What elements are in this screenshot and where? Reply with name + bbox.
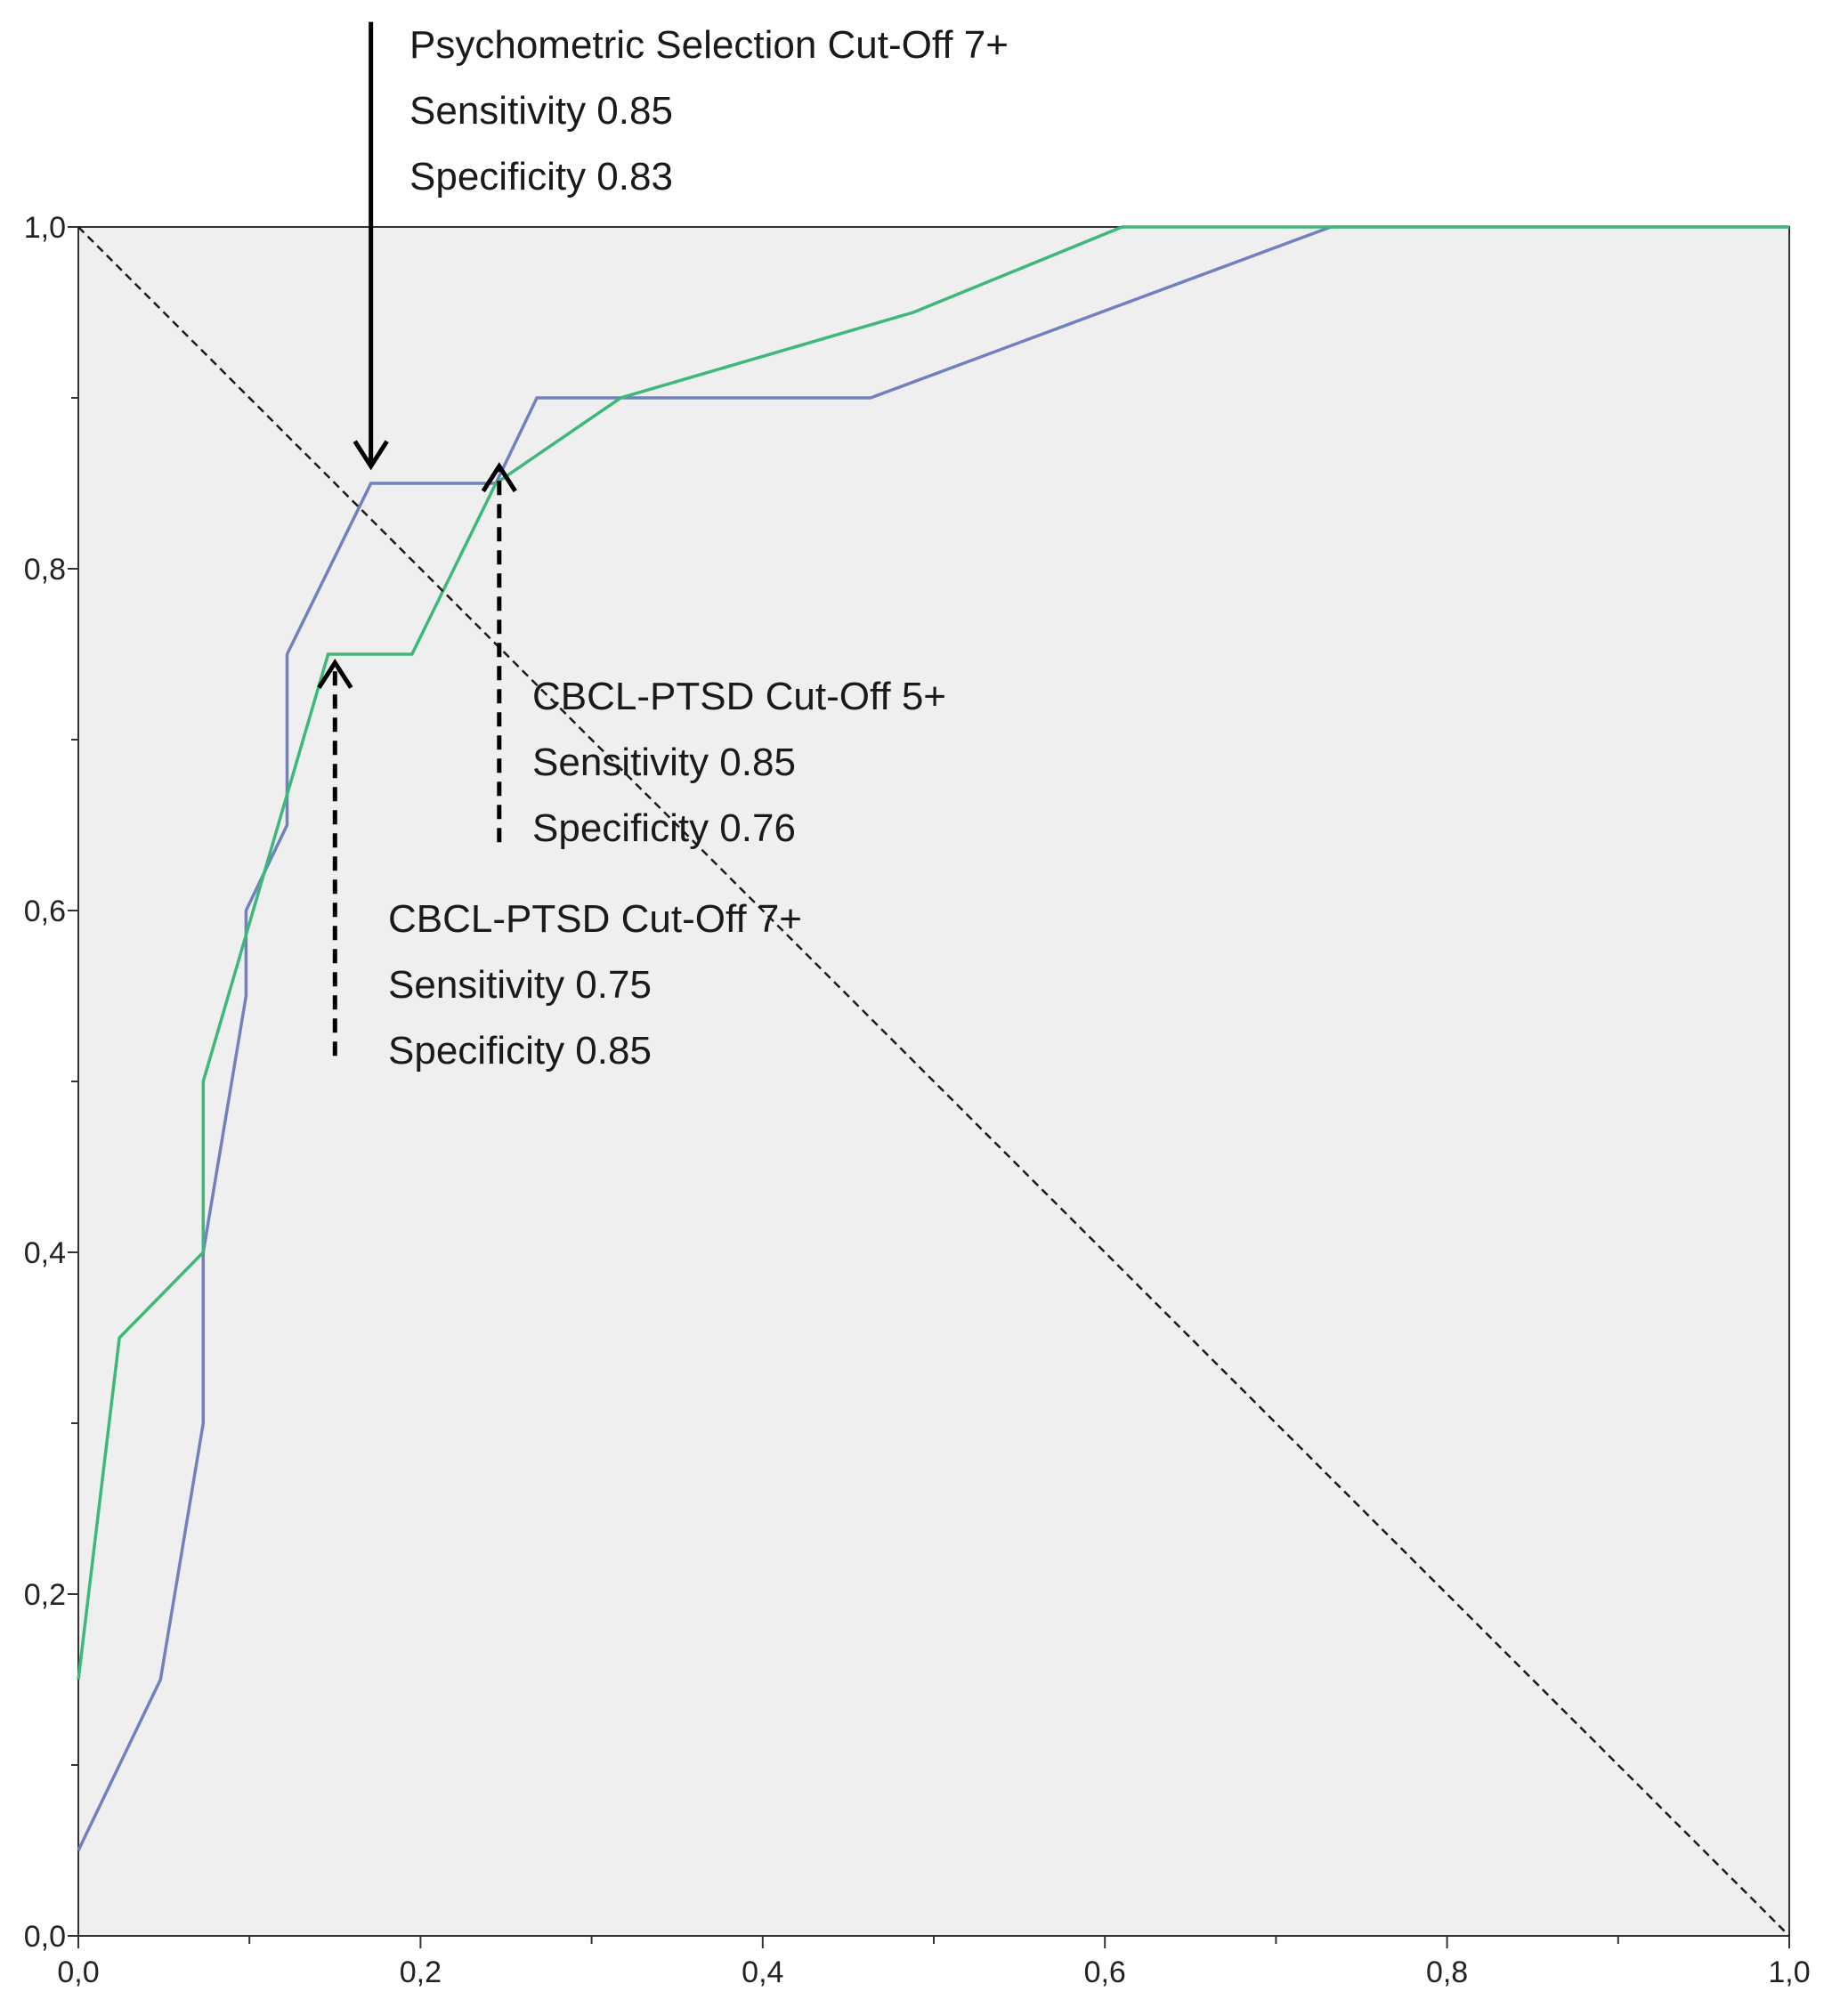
annotation-line: Sensitivity 0.75 bbox=[388, 963, 652, 1007]
series-layer bbox=[77, 225, 1790, 1937]
annotation-arrow-head bbox=[481, 462, 517, 493]
annotation-arrow-head bbox=[317, 658, 353, 689]
x-tick-label: 0,2 bbox=[400, 1955, 442, 1989]
x-tick-label: 0,4 bbox=[742, 1955, 783, 1989]
x-tick-label: 1,0 bbox=[1768, 1955, 1810, 1989]
roc-curve-1 bbox=[77, 225, 1789, 1851]
y-tick-label: 0,6 bbox=[24, 895, 66, 928]
annotation-line: Sensitivity 0.85 bbox=[409, 89, 673, 133]
x-tick-label: 0,0 bbox=[57, 1955, 99, 1989]
y-tick-label: 1,0 bbox=[24, 211, 66, 245]
annotation-line: Specificity 0.85 bbox=[388, 1029, 652, 1073]
y-tick-label: 0,0 bbox=[24, 1920, 66, 1954]
annotation-line: Sensitivity 0.85 bbox=[532, 741, 796, 784]
annotation-line: Specificity 0.83 bbox=[409, 155, 673, 198]
roc-curve-2 bbox=[77, 225, 1789, 1680]
annotation-layer: Psychometric Selection Cut-Off 7+ Sensiti… bbox=[317, 21, 1009, 1073]
reference-diagonal-line bbox=[77, 226, 1790, 1937]
y-tick-label: 0,2 bbox=[24, 1578, 66, 1612]
y-tick-label: 0,4 bbox=[24, 1236, 66, 1270]
annotation-arrow-head bbox=[353, 440, 389, 471]
axis-layer: 0,0 0,2 0,4 0,6 0,8 1,0 0,0 0,2 0,4 0,6 0,8 1,0 bbox=[24, 211, 1811, 1989]
annotation-line: Psychometric Selection Cut-Off 7+ bbox=[409, 23, 1009, 67]
annotation-line: Specificity 0.76 bbox=[532, 806, 796, 850]
x-tick-label: 0,6 bbox=[1084, 1955, 1126, 1989]
y-tick-label: 0,8 bbox=[24, 553, 66, 587]
annotation-line: CBCL-PTSD Cut-Off 7+ bbox=[388, 897, 802, 941]
annotation-line: CBCL-PTSD Cut-Off 5+ bbox=[532, 675, 946, 718]
x-tick-label: 0,8 bbox=[1426, 1955, 1468, 1989]
